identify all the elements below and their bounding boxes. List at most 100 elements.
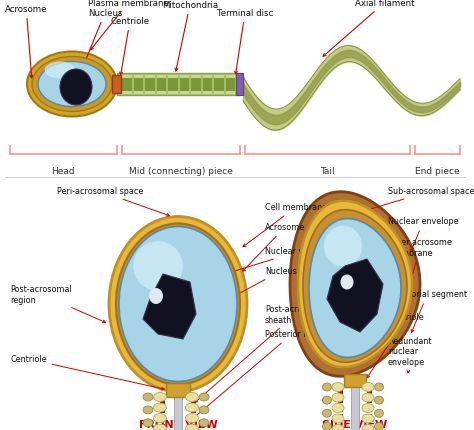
Bar (236, 74, 243, 96)
Bar (201, 75, 212, 95)
Ellipse shape (185, 393, 199, 402)
Ellipse shape (199, 419, 209, 427)
Ellipse shape (32, 57, 112, 112)
Ellipse shape (45, 62, 75, 80)
Ellipse shape (116, 224, 240, 384)
Bar (144, 75, 155, 95)
Bar (160, 415, 165, 422)
Bar (160, 424, 165, 430)
Text: Acrosome: Acrosome (5, 5, 47, 79)
Text: Terminal disc: Terminal disc (217, 9, 273, 75)
Bar (338, 414, 343, 421)
Ellipse shape (332, 414, 344, 423)
Ellipse shape (332, 393, 344, 402)
Text: Tail: Tail (319, 166, 334, 175)
Ellipse shape (133, 242, 183, 291)
Polygon shape (309, 219, 401, 358)
Text: Head: Head (51, 166, 75, 175)
Ellipse shape (322, 422, 331, 430)
Ellipse shape (38, 62, 106, 107)
Bar (166, 383, 190, 397)
Text: Equatorial segment: Equatorial segment (388, 290, 467, 333)
Ellipse shape (362, 393, 374, 402)
Ellipse shape (332, 383, 344, 392)
Ellipse shape (362, 424, 374, 430)
Bar (191, 415, 196, 422)
Text: Nucleus: Nucleus (83, 9, 122, 66)
Text: Nuclear envelope: Nuclear envelope (388, 217, 459, 251)
Bar (344, 374, 366, 387)
Bar (160, 406, 165, 413)
Ellipse shape (199, 406, 209, 414)
Text: Outer dense fibers: Outer dense fibers (0, 429, 1, 430)
Polygon shape (143, 274, 196, 339)
Bar (367, 396, 372, 403)
Text: Nucleus: Nucleus (195, 267, 297, 317)
Ellipse shape (149, 289, 163, 304)
Bar (174, 397, 182, 430)
Bar (338, 396, 343, 403)
Text: Cell membrane: Cell membrane (243, 203, 327, 247)
Bar (155, 75, 166, 95)
Text: outer acrosome
membrane: outer acrosome membrane (388, 238, 452, 281)
Text: FRONT VIEW: FRONT VIEW (138, 419, 218, 429)
Text: Sub-acrosomal space: Sub-acrosomal space (364, 187, 474, 212)
Text: Post-acrosomal
sheath: Post-acrosomal sheath (195, 304, 327, 402)
Ellipse shape (109, 217, 247, 392)
Ellipse shape (340, 275, 354, 290)
Ellipse shape (374, 396, 383, 404)
Bar (367, 414, 372, 421)
Text: Axoneme: Axoneme (0, 429, 1, 430)
Text: Connecting Piece: Connecting Piece (0, 429, 1, 430)
Text: Centriole: Centriole (10, 355, 164, 390)
Ellipse shape (143, 393, 153, 401)
Ellipse shape (362, 414, 374, 423)
Ellipse shape (185, 403, 199, 412)
Bar (160, 397, 165, 404)
Ellipse shape (119, 227, 237, 381)
Text: SIDE VIEW: SIDE VIEW (322, 419, 388, 429)
Text: Nuclear vacuoles: Nuclear vacuoles (190, 247, 334, 286)
Polygon shape (290, 192, 420, 376)
Bar (191, 397, 196, 404)
Text: Central Pair: Central Pair (0, 429, 1, 430)
Ellipse shape (185, 424, 199, 430)
Bar (117, 79, 240, 92)
Text: Mitochondria: Mitochondria (162, 1, 218, 72)
Ellipse shape (374, 383, 383, 391)
Text: Mitochondrial
sheath: Mitochondrial sheath (0, 429, 1, 430)
Text: Redundant
nuclear
envelope: Redundant nuclear envelope (388, 336, 431, 373)
Ellipse shape (154, 403, 166, 412)
Polygon shape (303, 210, 407, 362)
Bar (338, 387, 343, 394)
Text: Acrosome: Acrosome (243, 223, 305, 272)
Ellipse shape (374, 422, 383, 430)
Bar (112, 76, 121, 94)
Bar (167, 75, 177, 95)
Bar (338, 405, 343, 412)
Ellipse shape (332, 404, 344, 412)
Bar (225, 75, 235, 95)
Polygon shape (298, 201, 412, 367)
Bar (191, 424, 196, 430)
Ellipse shape (322, 383, 331, 391)
Text: Centriole: Centriole (367, 313, 425, 378)
Ellipse shape (332, 424, 344, 430)
Ellipse shape (322, 396, 331, 404)
Text: Axial filament: Axial filament (323, 0, 414, 57)
Bar (351, 387, 359, 430)
Ellipse shape (199, 393, 209, 401)
Ellipse shape (143, 406, 153, 414)
Ellipse shape (143, 419, 153, 427)
Ellipse shape (154, 393, 166, 402)
Text: Posterior ring: Posterior ring (193, 330, 319, 418)
Text: Mid (connecting) piece: Mid (connecting) piece (129, 166, 233, 175)
Ellipse shape (374, 409, 383, 417)
Text: Post-acrosomal
region: Post-acrosomal region (10, 285, 105, 323)
Bar (117, 74, 240, 96)
Text: Plasma membrane: Plasma membrane (88, 0, 169, 51)
Bar (367, 387, 372, 394)
Ellipse shape (185, 414, 199, 423)
Text: Peri-acrosomal space: Peri-acrosomal space (57, 187, 169, 217)
Ellipse shape (324, 226, 362, 267)
